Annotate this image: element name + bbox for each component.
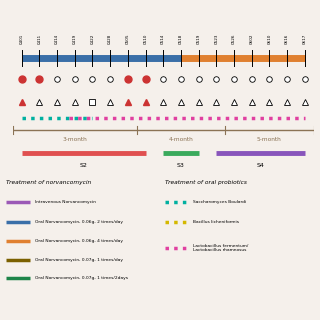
Text: 0526: 0526 bbox=[232, 34, 236, 44]
Text: 0519: 0519 bbox=[196, 34, 201, 44]
Text: Oral Norvancomycin, 0.07g, 1 times/day: Oral Norvancomycin, 0.07g, 1 times/day bbox=[35, 258, 123, 261]
Text: 3-month: 3-month bbox=[62, 137, 87, 142]
Text: 0428: 0428 bbox=[108, 34, 112, 44]
Text: Lactobacillus fermentum/
Lactobacillus rhamnosus: Lactobacillus fermentum/ Lactobacillus r… bbox=[193, 244, 249, 252]
Text: S4: S4 bbox=[257, 163, 264, 168]
Text: 0616: 0616 bbox=[285, 34, 289, 44]
Text: 0510: 0510 bbox=[143, 34, 148, 44]
Text: 0401: 0401 bbox=[20, 34, 24, 44]
Text: 5-month: 5-month bbox=[257, 137, 282, 142]
Text: Oral Norvancomycin, 0.06g, 4 times/day: Oral Norvancomycin, 0.06g, 4 times/day bbox=[35, 239, 123, 243]
Text: 0411: 0411 bbox=[37, 34, 41, 44]
Text: Treatment of oral probiotics: Treatment of oral probiotics bbox=[165, 180, 247, 185]
Text: 0518: 0518 bbox=[179, 34, 183, 44]
Text: 0617: 0617 bbox=[303, 34, 307, 44]
Text: 0422: 0422 bbox=[91, 34, 94, 44]
Text: Oral Norvancomycin, 0.07g, 1 times/2days: Oral Norvancomycin, 0.07g, 1 times/2days bbox=[35, 276, 128, 280]
Text: Intravenous Norvancomycin: Intravenous Norvancomycin bbox=[35, 200, 96, 204]
Text: S3: S3 bbox=[177, 163, 185, 168]
Text: S2: S2 bbox=[80, 163, 87, 168]
Text: 0505: 0505 bbox=[126, 34, 130, 44]
Text: Saccharomyces Boulardi: Saccharomyces Boulardi bbox=[193, 200, 246, 204]
Text: 0514: 0514 bbox=[161, 34, 165, 44]
Text: 0602: 0602 bbox=[250, 34, 254, 44]
Text: 0610: 0610 bbox=[268, 34, 271, 44]
Text: Bacillus licheniformis: Bacillus licheniformis bbox=[193, 220, 239, 224]
Text: 4-month: 4-month bbox=[169, 137, 193, 142]
Text: 0414: 0414 bbox=[55, 34, 59, 44]
Text: Treatment of norvancomycin: Treatment of norvancomycin bbox=[6, 180, 92, 185]
Text: Oral Norvancomycin, 0.06g, 2 times/day: Oral Norvancomycin, 0.06g, 2 times/day bbox=[35, 220, 123, 224]
Text: 0523: 0523 bbox=[214, 34, 218, 44]
Text: 0419: 0419 bbox=[73, 34, 77, 44]
